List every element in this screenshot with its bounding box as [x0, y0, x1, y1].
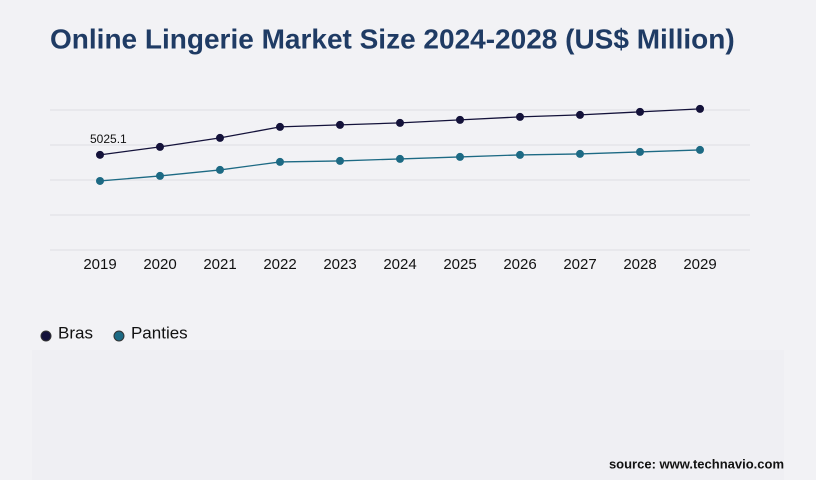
point	[336, 156, 344, 165]
x-tick-label: 2027	[563, 256, 596, 273]
x-tick-label: 2020	[143, 256, 176, 273]
point	[636, 147, 644, 156]
point	[216, 133, 224, 142]
x-tick-label: 2024	[383, 256, 416, 273]
point	[516, 112, 524, 121]
legend-label: Panties	[131, 323, 188, 342]
x-tick-label: 2021	[203, 256, 236, 273]
point	[576, 149, 584, 158]
x-tick-label: 2023	[323, 256, 356, 273]
data-label: 5025.1	[90, 132, 127, 146]
point	[516, 150, 524, 159]
point	[276, 157, 284, 166]
source: source: www.technavio.com	[609, 456, 784, 471]
point	[696, 104, 704, 113]
x-tick-label: 2029	[683, 256, 716, 273]
legend-marker	[40, 330, 52, 342]
point	[156, 142, 164, 151]
point	[336, 120, 344, 129]
point	[576, 110, 584, 119]
point	[396, 154, 404, 163]
legend-marker	[113, 330, 125, 342]
panel	[32, 350, 784, 480]
point	[96, 150, 104, 159]
x-tick-label: 2026	[503, 256, 536, 273]
point	[216, 165, 224, 174]
point	[156, 171, 164, 180]
grid	[50, 109, 750, 251]
point	[276, 122, 284, 131]
point	[396, 118, 404, 127]
x-tick-label: 2022	[263, 256, 296, 273]
point	[456, 152, 464, 161]
point	[696, 145, 704, 154]
point	[636, 107, 644, 116]
x-tick-label: 2019	[83, 256, 116, 273]
point	[96, 176, 104, 185]
x-tick-label: 2028	[623, 256, 656, 273]
x-tick-label: 2025	[443, 256, 476, 273]
legend-label: Bras	[58, 323, 93, 342]
chart-title: Online Lingerie Market Size 2024-2028 (U…	[50, 23, 735, 54]
point	[456, 115, 464, 124]
